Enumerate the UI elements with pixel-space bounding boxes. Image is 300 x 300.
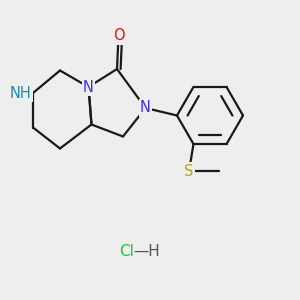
- Text: N: N: [140, 100, 151, 116]
- Text: —H: —H: [134, 244, 160, 260]
- Text: O: O: [113, 28, 124, 44]
- Text: Cl: Cl: [118, 244, 134, 260]
- Text: NH: NH: [10, 85, 32, 100]
- Text: N: N: [83, 80, 94, 94]
- Text: S: S: [184, 164, 194, 178]
